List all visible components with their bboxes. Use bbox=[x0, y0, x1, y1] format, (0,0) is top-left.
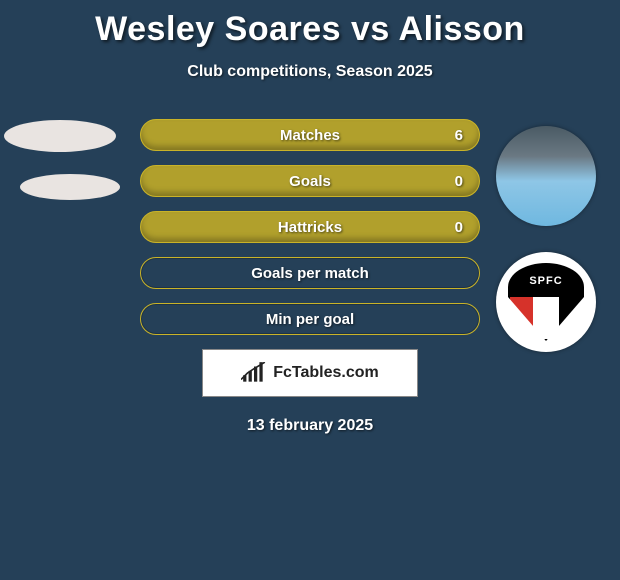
stat-bar-hattricks: Hattricks 0 bbox=[140, 211, 480, 243]
spfc-logo-text: SPFC bbox=[529, 275, 562, 287]
subtitle: Club competitions, Season 2025 bbox=[0, 63, 620, 81]
stat-bar-goals-per-match: Goals per match bbox=[140, 257, 480, 289]
stat-value: 6 bbox=[455, 120, 463, 150]
stat-label: Hattricks bbox=[141, 212, 479, 242]
spfc-logo-icon: SPFC bbox=[508, 263, 584, 341]
stat-label: Goals per match bbox=[141, 258, 479, 288]
placeholder-ellipse bbox=[4, 120, 116, 152]
left-player-placeholder bbox=[0, 120, 130, 200]
stat-label: Goals bbox=[141, 166, 479, 196]
club-logo: SPFC bbox=[496, 252, 596, 352]
footer-date: 13 february 2025 bbox=[0, 417, 620, 435]
stat-bar-min-per-goal: Min per goal bbox=[140, 303, 480, 335]
fctables-badge[interactable]: FcTables.com bbox=[202, 349, 418, 397]
page-title: Wesley Soares vs Alisson bbox=[0, 0, 620, 49]
stat-label: Min per goal bbox=[141, 304, 479, 334]
stat-bar-goals: Goals 0 bbox=[140, 165, 480, 197]
stat-value: 0 bbox=[455, 166, 463, 196]
player-avatar bbox=[496, 126, 596, 226]
fctables-text: FcTables.com bbox=[273, 364, 379, 382]
stat-bar-matches: Matches 6 bbox=[140, 119, 480, 151]
bar-chart-icon bbox=[241, 362, 267, 384]
placeholder-ellipse bbox=[20, 174, 120, 200]
stat-label: Matches bbox=[141, 120, 479, 150]
stat-bars: Matches 6 Goals 0 Hattricks 0 Goals per … bbox=[140, 119, 480, 335]
right-avatar-column: SPFC bbox=[496, 126, 606, 378]
stat-value: 0 bbox=[455, 212, 463, 242]
